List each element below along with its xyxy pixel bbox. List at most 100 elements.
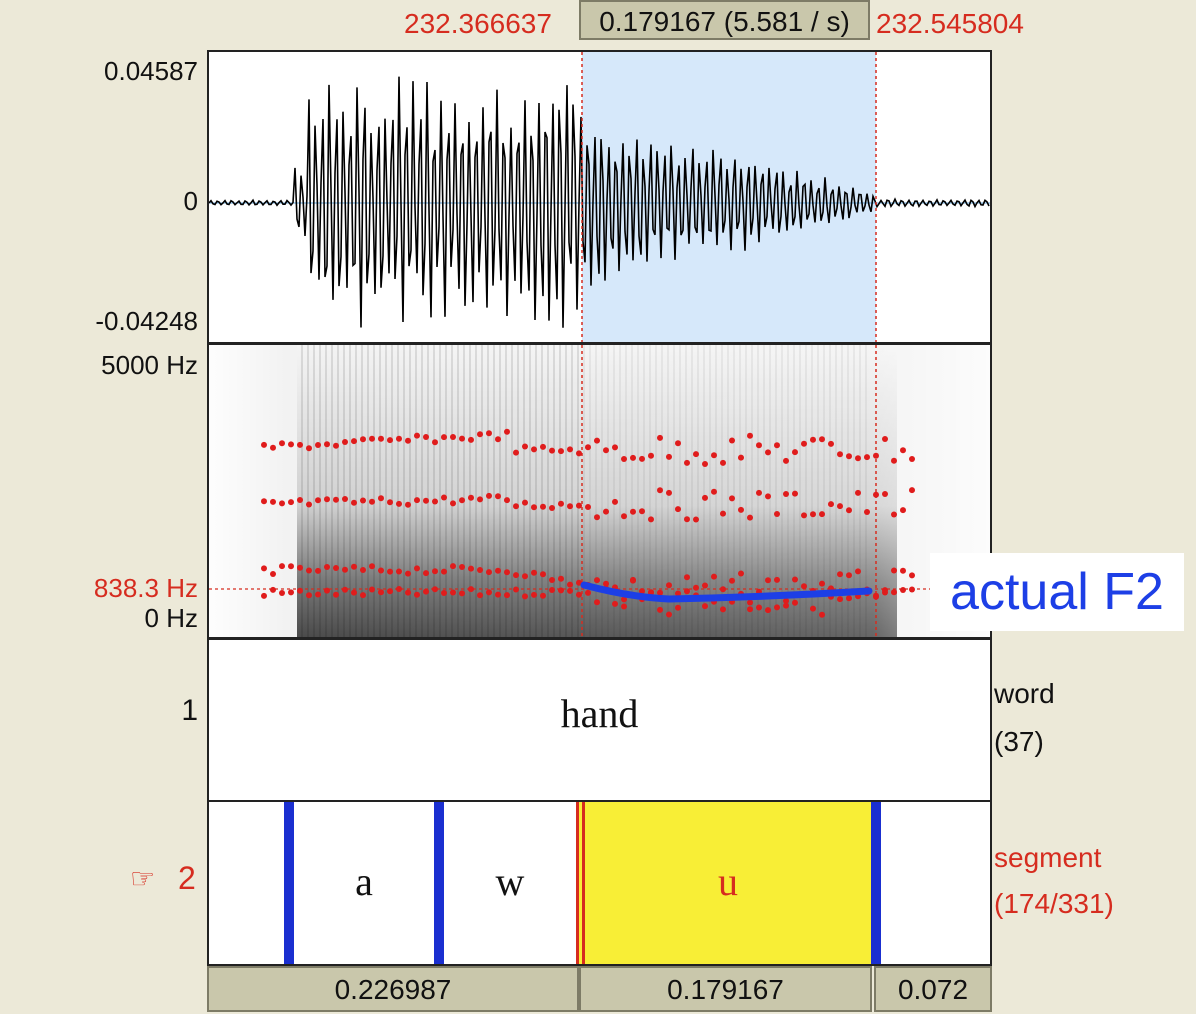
formant-point <box>441 494 447 501</box>
formant-point <box>333 442 339 449</box>
formant-point <box>342 586 348 593</box>
spectrogram-striation <box>625 345 627 637</box>
segment-interval-w[interactable]: w <box>495 859 525 904</box>
waveform-panel[interactable] <box>207 50 992 344</box>
formant-point <box>522 443 528 450</box>
formant-point <box>513 449 519 456</box>
formant-point <box>594 514 600 521</box>
spectrogram-striation <box>319 345 321 637</box>
formant-point <box>756 489 762 496</box>
formant-point <box>486 492 492 499</box>
spectrogram-striation <box>439 345 441 637</box>
tier-1-number[interactable]: 1 <box>181 694 198 727</box>
formant-point <box>477 431 483 438</box>
formant-point <box>909 487 915 494</box>
segment-interval-u[interactable]: u <box>718 859 738 904</box>
formant-point <box>495 567 501 574</box>
spectrogram-striation <box>865 345 867 637</box>
formant-point <box>351 563 357 570</box>
selected-interval-highlight[interactable] <box>583 802 871 964</box>
segment-tier[interactable]: a w u <box>207 800 992 966</box>
spectrogram-panel[interactable] <box>207 343 992 639</box>
formant-point <box>846 595 852 602</box>
word-interval-hand[interactable]: hand <box>560 691 639 736</box>
spectrogram-striation <box>385 345 387 637</box>
tier-2-number[interactable]: 2 <box>178 860 196 896</box>
formant-point <box>468 565 474 572</box>
duration-selection[interactable]: 0.179167 <box>579 966 872 1012</box>
formant-point <box>387 568 393 575</box>
formant-point <box>396 435 402 442</box>
spectrogram-striation <box>373 345 375 637</box>
formant-point <box>261 498 267 505</box>
spectrogram-striation <box>535 345 537 637</box>
formant-point <box>747 599 753 606</box>
duration-before-selection[interactable]: 0.226987 <box>207 966 579 1012</box>
formant-point <box>567 581 573 588</box>
formant-point <box>729 577 735 584</box>
segment-boundary[interactable] <box>871 802 881 964</box>
formant-point <box>450 589 456 596</box>
formant-point <box>747 514 753 521</box>
formant-point <box>675 604 681 611</box>
formant-point <box>765 577 771 584</box>
formant-point <box>792 449 798 456</box>
spectrogram-striation <box>853 345 855 637</box>
duration-after-selection[interactable]: 0.072 <box>874 966 992 1012</box>
spectrogram-striation <box>547 345 549 637</box>
formant-point <box>324 564 330 570</box>
formant-point <box>414 565 420 572</box>
formant-point <box>711 573 717 580</box>
spectrogram-striation <box>379 345 381 637</box>
spectrogram-striation <box>331 345 333 637</box>
segment-interval-a[interactable]: a <box>355 859 373 904</box>
formant-point <box>342 439 348 445</box>
spectrogram-striation <box>409 345 411 637</box>
formant-point <box>603 508 609 515</box>
formant-point <box>657 487 663 494</box>
formant-point <box>783 597 789 604</box>
formant-point <box>657 606 663 613</box>
formant-point <box>711 488 717 495</box>
formant-point <box>270 571 276 577</box>
spectrogram-striation <box>313 345 315 637</box>
formant-point <box>477 496 483 503</box>
formant-point <box>702 461 708 467</box>
spectrogram-striation <box>361 345 363 637</box>
formant-point <box>864 509 870 515</box>
formant-point <box>522 499 528 506</box>
spectrogram-striation <box>337 345 339 637</box>
formant-point <box>801 440 807 447</box>
formant-point <box>297 587 303 594</box>
spectrogram-striation <box>709 345 711 637</box>
segment-boundary[interactable] <box>434 802 444 964</box>
formant-point <box>720 459 726 466</box>
formant-point <box>360 592 366 599</box>
spectrogram-striation <box>805 345 807 637</box>
spectrogram-striation <box>619 345 621 637</box>
formant-point <box>774 576 780 583</box>
formant-point <box>405 501 411 508</box>
formant-point <box>765 493 771 500</box>
formant-point <box>423 434 429 440</box>
formant-point <box>846 572 852 579</box>
formant-point <box>333 496 339 503</box>
word-tier[interactable]: hand <box>207 638 992 802</box>
spectrogram-striation <box>343 345 345 637</box>
selection-duration-box[interactable]: 0.179167 (5.581 / s) <box>579 0 870 40</box>
spectrogram-striation <box>817 345 819 637</box>
formant-point <box>297 441 303 448</box>
formant-point <box>396 500 402 507</box>
formant-point <box>900 567 906 574</box>
formant-point <box>468 586 474 593</box>
segment-boundary[interactable] <box>284 802 294 964</box>
segment-boundary-selected[interactable] <box>582 802 585 964</box>
formant-point <box>666 582 672 589</box>
spectrogram-striation <box>589 345 591 637</box>
formant-point <box>621 603 627 610</box>
formant-point <box>567 446 573 453</box>
spectrogram-striation <box>577 345 579 637</box>
spectrogram-striation <box>583 345 585 637</box>
formant-point <box>378 435 384 442</box>
formant-point <box>612 600 618 607</box>
